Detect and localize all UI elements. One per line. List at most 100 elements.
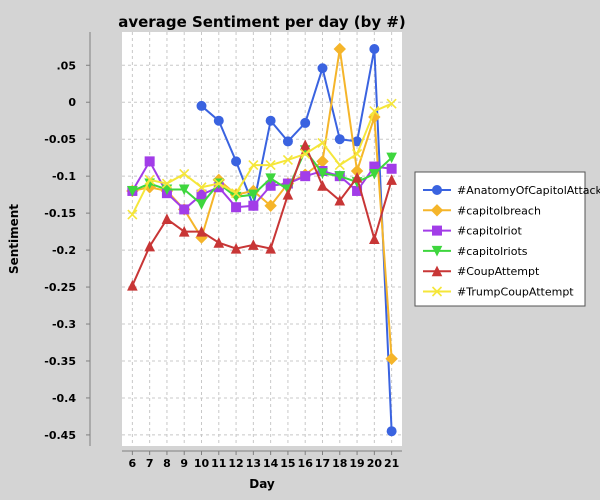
data-point — [282, 189, 294, 200]
legend-marker — [431, 245, 443, 257]
y-axis-label: Sentiment — [7, 204, 21, 274]
data-point — [369, 168, 380, 180]
data-point — [248, 239, 259, 250]
x-tick-label: 9 — [180, 457, 188, 470]
data-point — [265, 173, 276, 184]
data-point — [317, 168, 328, 179]
data-point — [231, 188, 242, 199]
data-point — [144, 174, 155, 185]
x-tick-label: 13 — [246, 457, 261, 470]
legend-marker — [430, 204, 444, 217]
y-tick-label: -0.2 — [52, 244, 76, 257]
data-point — [196, 225, 207, 237]
data-point — [300, 171, 311, 182]
data-point — [351, 148, 363, 160]
data-point — [300, 117, 311, 128]
data-point — [230, 242, 242, 254]
legend-entry: #capitolriots — [423, 245, 528, 258]
series-line — [131, 102, 393, 216]
data-point — [213, 237, 225, 248]
data-point — [127, 209, 138, 220]
data-point — [161, 213, 173, 225]
series-line — [200, 48, 393, 432]
chart-title: average Sentiment per day (by #) — [118, 13, 406, 31]
legend-label: #capitolriots — [457, 245, 528, 258]
data-point — [317, 63, 328, 74]
legend-label: #capitolriot — [457, 225, 522, 238]
data-point — [196, 199, 207, 210]
legend-marker — [431, 286, 443, 297]
y-tick-label: -0.4 — [52, 392, 76, 405]
data-point — [248, 160, 259, 171]
data-point — [196, 189, 207, 200]
data-point — [196, 182, 207, 193]
data-point — [231, 202, 242, 213]
data-point — [282, 154, 293, 165]
x-tick-label: 14 — [263, 457, 279, 470]
data-point — [161, 184, 173, 196]
data-point — [178, 184, 190, 196]
y-tick-label: -0.1 — [52, 170, 76, 183]
legend-entries: #AnatomyOfCapitolAttack #capitolbreach #ca… — [423, 184, 600, 299]
data-point — [386, 98, 397, 109]
data-point — [231, 156, 242, 167]
data-point — [334, 134, 345, 145]
data-point — [248, 200, 259, 211]
series-5 — [127, 98, 397, 220]
data-point — [317, 180, 328, 191]
series-line — [131, 142, 393, 286]
legend-marker — [432, 225, 442, 236]
x-tick-label: 8 — [163, 457, 171, 470]
data-point — [282, 136, 293, 147]
x-tick-label: 19 — [349, 457, 364, 470]
data-point — [179, 204, 190, 215]
data-point — [265, 115, 276, 126]
legend-label: #TrumpCoupAttempt — [457, 286, 574, 299]
y-tick-label: -0.35 — [44, 355, 76, 368]
data-point — [196, 100, 207, 111]
legend — [414, 171, 586, 307]
data-point — [386, 152, 397, 164]
data-point — [264, 199, 277, 212]
legend-label: #CoupAttempt — [457, 265, 540, 278]
data-point — [213, 115, 224, 126]
legend-entry: #capitolriot — [423, 225, 522, 238]
series-line — [131, 148, 393, 206]
series-line — [131, 159, 392, 211]
data-point — [248, 189, 259, 201]
x-tick-label: 18 — [332, 457, 347, 470]
data-point — [334, 160, 345, 171]
data-point — [386, 426, 397, 437]
x-tick-label: 10 — [194, 457, 210, 470]
y-tick-label: -0.15 — [44, 207, 76, 220]
data-point — [369, 106, 380, 117]
data-point — [333, 42, 346, 56]
legend-entry: #TrumpCoupAttempt — [423, 286, 574, 299]
x-axis-label: Day — [249, 477, 275, 491]
x-tick-label: 20 — [367, 457, 383, 470]
data-point — [161, 178, 173, 189]
data-point — [334, 194, 346, 206]
legend-label: #capitolbreach — [457, 204, 541, 217]
legend-marker — [432, 185, 442, 195]
x-tick-label: 6 — [129, 457, 137, 470]
data-point — [334, 171, 346, 182]
data-point — [179, 168, 190, 180]
x-tick-label: 16 — [298, 457, 314, 470]
y-tick-label: 0 — [68, 96, 76, 109]
data-point — [299, 139, 311, 151]
data-point — [144, 240, 155, 252]
series-4 — [127, 139, 397, 291]
y-tick-label: -0.45 — [44, 429, 76, 442]
legend-marker — [431, 265, 443, 277]
data-point — [385, 352, 398, 365]
y-tick-label: -0.05 — [44, 133, 76, 146]
data-point — [178, 225, 190, 237]
data-point — [300, 148, 311, 160]
y-tick-label: .05 — [57, 59, 77, 72]
data-point — [265, 160, 276, 171]
data-point — [127, 279, 138, 291]
legend-entry: #AnatomyOfCapitolAttack — [423, 184, 600, 197]
data-point — [127, 185, 138, 197]
